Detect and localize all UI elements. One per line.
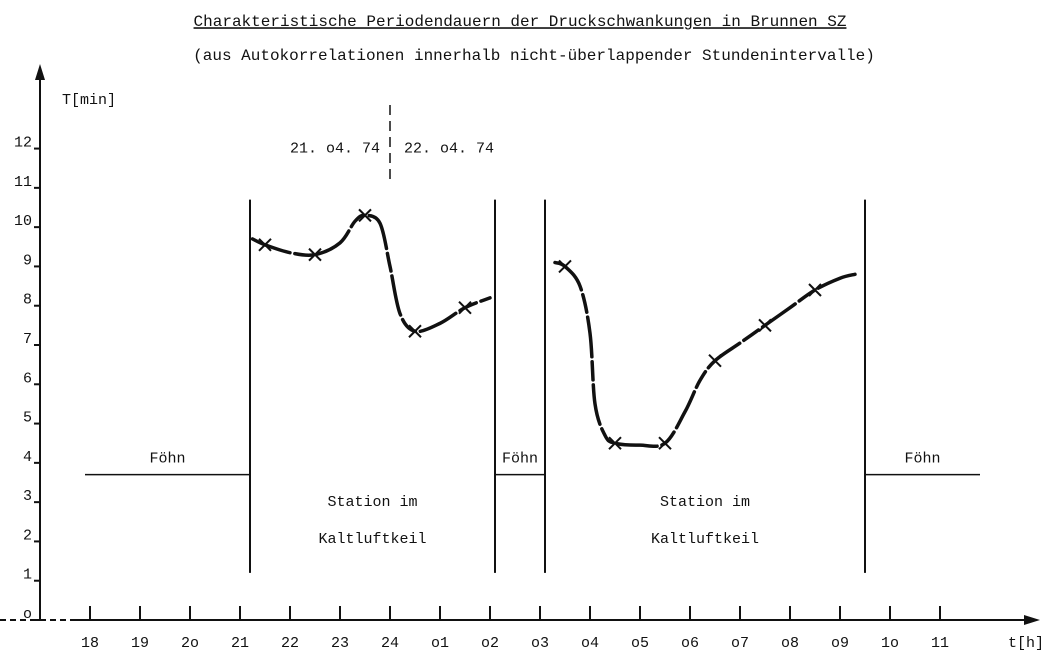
x-tick-label: 24 xyxy=(381,635,399,652)
station-label: Station im xyxy=(660,494,750,511)
y-tick-label: 1 xyxy=(23,567,32,584)
x-tick-label: 23 xyxy=(331,635,349,652)
x-tick-label: 21 xyxy=(231,635,249,652)
y-tick-label: 7 xyxy=(23,331,32,348)
x-tick-label: o5 xyxy=(631,635,649,652)
station-label: Kaltluftkeil xyxy=(651,531,759,548)
chart-title: Charakteristische Periodendauern der Dru… xyxy=(194,13,847,31)
x-tick-label: o4 xyxy=(581,635,599,652)
y-tick-label: 3 xyxy=(23,488,32,505)
foehn-label: Föhn xyxy=(502,451,538,468)
foehn-label: Föhn xyxy=(149,451,185,468)
x-axis-label: t[h] xyxy=(1008,635,1044,652)
marker xyxy=(458,300,472,315)
y-tick-label: 9 xyxy=(23,252,32,269)
x-tick-label: o9 xyxy=(831,635,849,652)
y-tick-label: 6 xyxy=(23,370,32,387)
chart-subtitle: (aus Autokorrelationen innerhalb nicht-ü… xyxy=(193,47,875,65)
marker xyxy=(308,247,322,262)
y-tick-label: 2 xyxy=(23,527,32,544)
marker xyxy=(808,283,822,297)
y-tick-label: o xyxy=(23,606,32,623)
y-tick-label: 10 xyxy=(14,213,32,230)
station-label: Kaltluftkeil xyxy=(318,531,426,548)
y-axis-arrow xyxy=(35,64,45,80)
marker xyxy=(658,436,672,450)
y-tick-label: 4 xyxy=(23,449,32,466)
x-tick-label: o7 xyxy=(731,635,749,652)
x-tick-label: 18 xyxy=(81,635,99,652)
date-label: 21. o4. 74 xyxy=(290,141,380,158)
period-curve xyxy=(553,260,857,449)
marker xyxy=(708,354,722,368)
x-axis-arrow xyxy=(1024,615,1040,625)
period-curve xyxy=(250,213,492,334)
y-tick-label: 8 xyxy=(23,292,32,309)
x-tick-label: 11 xyxy=(931,635,949,652)
foehn-label: Föhn xyxy=(904,451,940,468)
date-label: 22. o4. 74 xyxy=(404,141,494,158)
y-tick-label: 12 xyxy=(14,135,32,152)
x-tick-label: o1 xyxy=(431,635,449,652)
marker xyxy=(358,208,372,223)
y-axis-label: T[min] xyxy=(62,92,116,109)
marker xyxy=(608,436,622,450)
x-tick-label: o3 xyxy=(531,635,549,652)
marker xyxy=(258,238,272,252)
x-tick-label: o8 xyxy=(781,635,799,652)
marker xyxy=(558,259,572,274)
x-tick-label: 22 xyxy=(281,635,299,652)
x-tick-label: 19 xyxy=(131,635,149,652)
y-tick-label: 5 xyxy=(23,410,32,427)
marker xyxy=(408,324,422,338)
x-tick-label: o2 xyxy=(481,635,499,652)
y-tick-label: 11 xyxy=(14,174,32,191)
station-label: Station im xyxy=(327,494,417,511)
x-tick-label: 1o xyxy=(881,635,899,652)
x-tick-label: o6 xyxy=(681,635,699,652)
marker xyxy=(758,318,772,333)
x-tick-label: 2o xyxy=(181,635,199,652)
